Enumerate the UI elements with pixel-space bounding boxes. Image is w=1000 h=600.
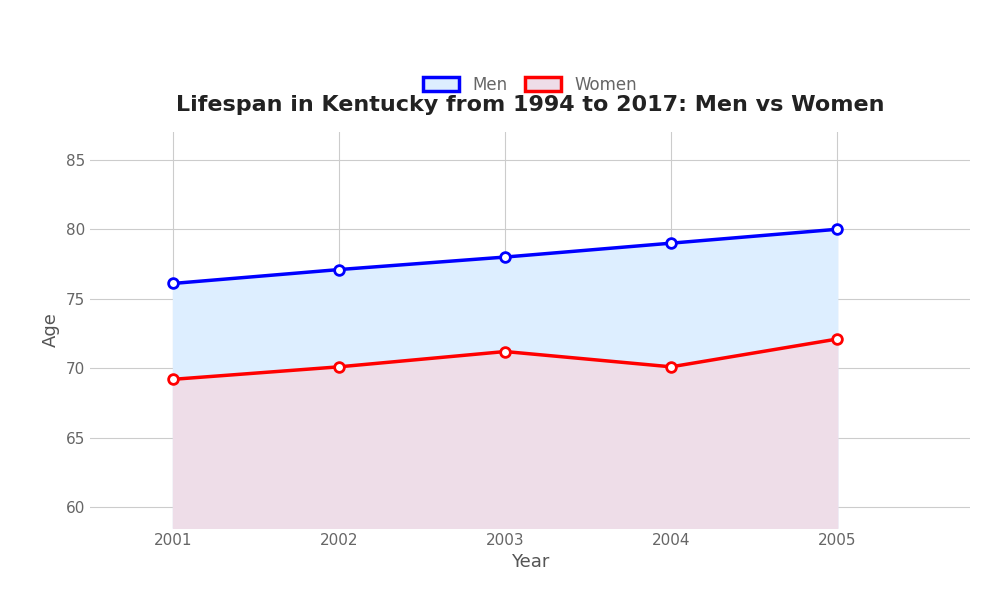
- X-axis label: Year: Year: [511, 553, 549, 571]
- Y-axis label: Age: Age: [42, 313, 60, 347]
- Title: Lifespan in Kentucky from 1994 to 2017: Men vs Women: Lifespan in Kentucky from 1994 to 2017: …: [176, 95, 884, 115]
- Legend: Men, Women: Men, Women: [416, 69, 644, 100]
